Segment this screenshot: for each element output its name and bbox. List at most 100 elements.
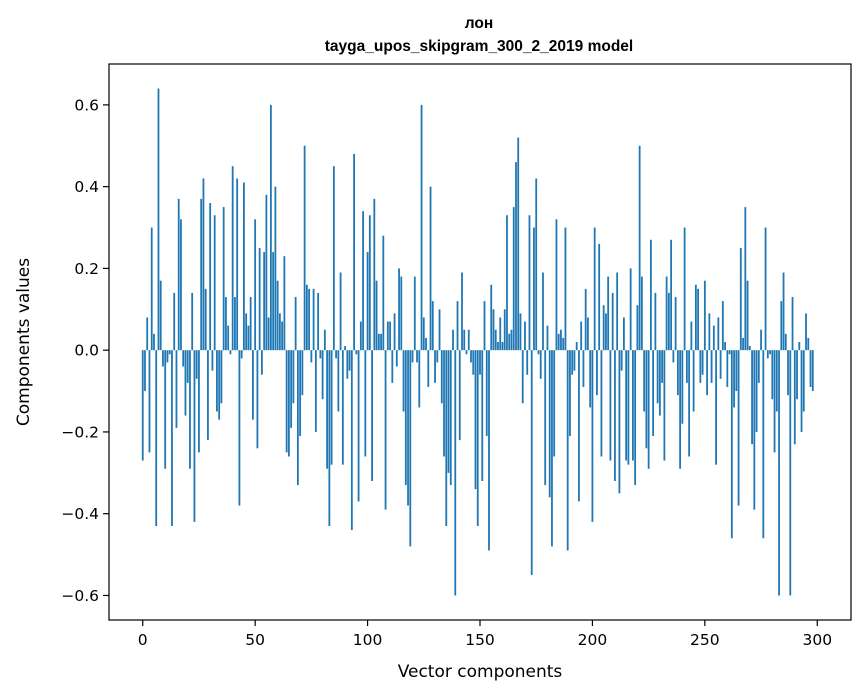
bar: [562, 337, 565, 351]
bar: [204, 288, 207, 351]
bar: [638, 145, 641, 351]
bar: [463, 329, 466, 351]
bar: [287, 350, 290, 457]
bar: [213, 215, 216, 351]
bar: [571, 350, 574, 375]
bar: [485, 350, 488, 437]
bar: [620, 350, 623, 371]
bar: [667, 292, 670, 351]
bar: [159, 280, 162, 351]
bar: [710, 350, 713, 383]
bar: [598, 243, 601, 351]
bar: [326, 350, 328, 469]
bar: [697, 288, 699, 351]
x-tick-label: 200: [578, 631, 608, 649]
bar: [685, 350, 688, 383]
bar: [202, 178, 205, 351]
bar: [350, 350, 353, 531]
bar: [652, 350, 655, 437]
bar: [706, 350, 708, 396]
bar: [317, 292, 320, 351]
bar: [470, 350, 472, 363]
bar: [476, 350, 479, 526]
bar: [771, 350, 774, 400]
bar: [175, 350, 178, 428]
bar: [164, 350, 167, 469]
bar: [155, 350, 158, 526]
bar: [416, 350, 418, 363]
bar: [499, 317, 502, 351]
bar: [254, 219, 257, 351]
bar: [679, 350, 682, 469]
bar: [323, 329, 326, 351]
bar: [404, 350, 407, 486]
bar: [699, 350, 702, 383]
bar: [274, 186, 277, 351]
bar: [782, 272, 785, 351]
bar: [380, 333, 382, 351]
bar: [546, 325, 549, 351]
bar: [629, 268, 632, 351]
bar: [299, 350, 302, 437]
bar: [569, 350, 571, 437]
bar: [746, 280, 749, 351]
bar: [353, 153, 355, 351]
bar: [663, 350, 666, 461]
bar: [276, 280, 279, 351]
bar: [494, 329, 497, 351]
bar: [508, 333, 511, 351]
bar: [614, 350, 616, 481]
bar: [623, 317, 625, 351]
bar: [411, 350, 414, 363]
bar: [510, 329, 513, 351]
bar: [724, 342, 726, 351]
bar: [243, 182, 245, 351]
bar: [573, 350, 576, 371]
bar: [483, 301, 486, 351]
bar: [236, 178, 239, 351]
bar: [589, 350, 592, 408]
bar: [452, 329, 454, 351]
bar: [742, 337, 744, 351]
bar: [807, 337, 810, 351]
bar: [434, 350, 436, 383]
bar: [283, 256, 286, 351]
y-tick-label: 0.0: [74, 342, 99, 360]
bar: [348, 350, 351, 371]
bar: [337, 350, 340, 412]
bar: [449, 350, 452, 486]
bar: [413, 276, 416, 351]
bar: [764, 227, 767, 351]
bar: [447, 350, 450, 473]
bar: [605, 313, 607, 351]
bar: [258, 247, 261, 351]
bar: [272, 252, 275, 351]
bar: [144, 350, 146, 392]
bar: [389, 321, 391, 351]
bar: [461, 272, 463, 351]
bar: [407, 350, 409, 506]
bar: [737, 350, 740, 506]
bar: [153, 333, 155, 351]
bar: [580, 321, 583, 351]
bar: [587, 317, 589, 351]
bar: [503, 309, 506, 351]
bar: [222, 207, 225, 351]
bar: [440, 350, 443, 404]
bar: [582, 350, 585, 387]
bar: [305, 284, 308, 351]
bar: [263, 252, 266, 351]
bar: [180, 219, 182, 351]
bar: [544, 350, 547, 486]
bar: [488, 350, 490, 551]
bar: [512, 207, 515, 351]
chart-subtitle: tayga_upos_skipgram_300_2_2019 model: [325, 38, 633, 55]
bar: [492, 309, 495, 351]
bar: [658, 350, 661, 416]
bar: [521, 350, 524, 404]
bar: [591, 350, 594, 522]
bar: [643, 350, 646, 412]
bar: [602, 305, 605, 351]
bar: [596, 350, 598, 396]
bar: [398, 268, 400, 351]
